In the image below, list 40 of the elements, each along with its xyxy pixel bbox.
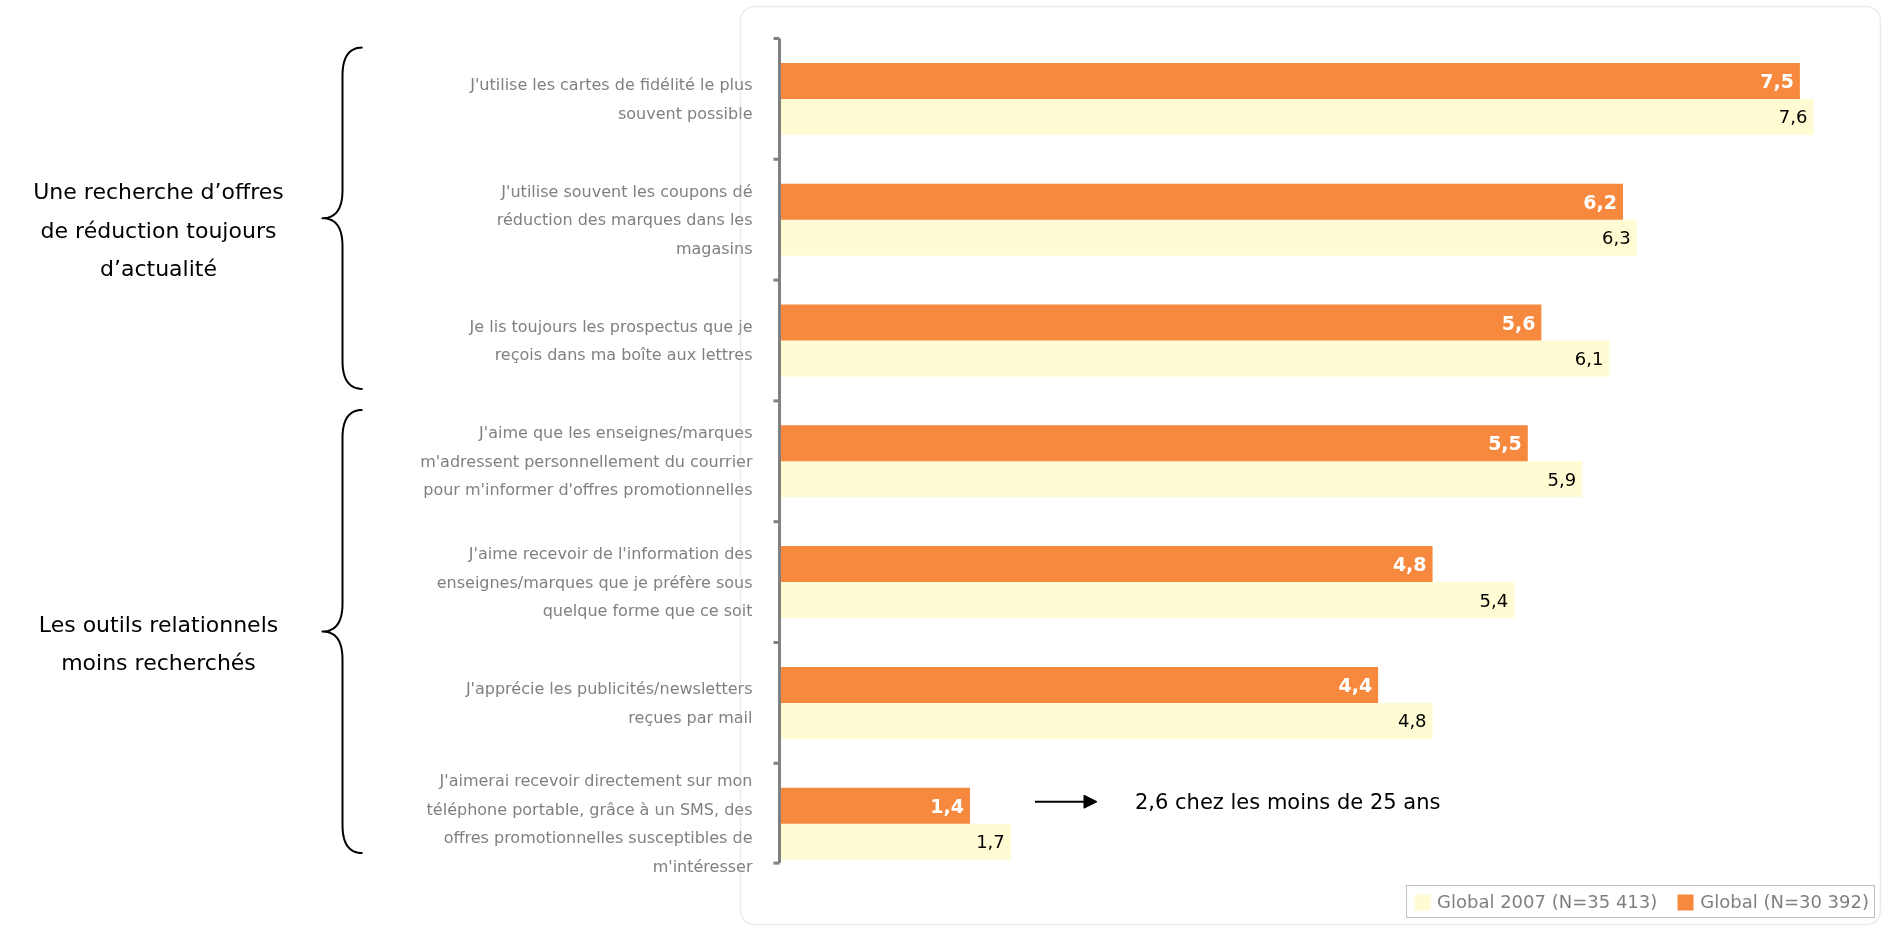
bar [779,546,1433,583]
y-tick-label: J'aimerai recevoir directement sur mon téléphone portable, grâce à un SMS, des offres promotionnelles susceptibles de m'intéresser [426,771,753,876]
bar [779,183,1624,220]
bar [779,461,1583,498]
y-tick-label: J'aime que les enseignes/marques m'adressent personnellement du courrier pour m'informer d'offres promotionnelles [420,423,753,500]
data-label: 5,6 [1501,311,1536,334]
bar [779,702,1433,739]
text: Les outils relationnels moins recherchés [38,611,279,676]
data-label: 5,4 [1479,589,1509,611]
data-label: 6,1 [1574,348,1604,369]
data-label: 7,6 [1778,106,1808,128]
bar [779,582,1515,619]
bar [779,340,1610,377]
bar [779,425,1528,462]
data-label: 4,8 [1392,553,1427,576]
data-label: 6,2 [1583,190,1618,213]
data-label: 4,4 [1338,673,1373,696]
legend-label: Global (N=30 392) [1700,891,1869,912]
y-tick-label: J'aime recevoir de l'information des enseignes/marques que je préfère sous quelque forme que ce soit [436,544,753,621]
y-tick-label: J'utilise souvent les coupons dé réduction des marques dans les magasins [496,181,753,258]
y-tick-label: J'apprécie les publicités/newsletters reçues par mail [464,679,753,727]
bar [779,98,1814,135]
y-tick-label: Je lis toujours les prospectus que je reçois dans ma boîte aux lettres [468,316,753,365]
data-label: 5,5 [1488,432,1522,455]
data-label: 4,8 [1397,710,1427,732]
data-label: 5,9 [1547,468,1577,490]
bar [779,219,1637,256]
data-label: 6,3 [1602,227,1631,249]
y-tick-label: J'utilise les cartes de fidélité le plus souvent possible [469,75,753,123]
bar [779,666,1379,703]
bar [779,823,1011,860]
bar [779,787,970,824]
bar [779,304,1542,341]
bar [779,62,1800,99]
annotation: 2,6 chez les moins de 25 ans [1134,789,1441,814]
data-label: 7,5 [1760,69,1794,92]
legend-label: Global 2007 (N=35 413) [1437,891,1658,912]
data-label: 1,7 [976,831,1005,853]
data-label: 1,4 [930,794,964,817]
text: Une recherche d’offres de réduction toujours d’actualité [33,178,284,282]
